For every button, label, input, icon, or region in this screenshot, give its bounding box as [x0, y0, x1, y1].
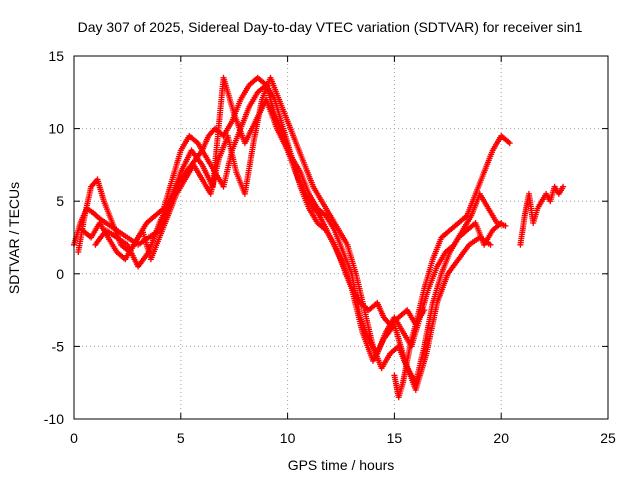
y-tick-label: 10 — [48, 121, 64, 137]
data-points — [71, 74, 567, 401]
chart-title: Day 307 of 2025, Sidereal Day-to-day VTE… — [78, 19, 583, 35]
data-point-marker — [502, 222, 509, 229]
data-point-marker — [560, 183, 567, 190]
data-point-marker — [498, 220, 505, 226]
y-tick-label: -5 — [52, 338, 65, 354]
x-tick-label: 0 — [70, 430, 78, 446]
x-axis-label: GPS time / hours — [288, 457, 395, 473]
x-tick-label: 25 — [600, 430, 616, 446]
data-point-marker — [506, 140, 513, 147]
series-track-b — [75, 82, 509, 357]
x-tick-label: 10 — [280, 430, 296, 446]
y-axis-label: SDTVAR / TECUs — [6, 182, 22, 294]
data-point-marker — [421, 307, 428, 314]
series-track-f — [517, 183, 567, 248]
series-track-e — [391, 307, 428, 401]
y-tick-label: 0 — [56, 266, 64, 282]
y-tick-label: 5 — [56, 193, 64, 209]
x-tick-label: 20 — [493, 430, 509, 446]
series-track-d — [92, 74, 494, 393]
y-tick-label: 15 — [48, 48, 64, 64]
grid-lines — [74, 56, 608, 419]
x-tick-label: 15 — [387, 430, 403, 446]
data-point-marker — [487, 241, 494, 248]
y-tick-labels: -10 -5 0 5 10 15 — [44, 48, 64, 427]
plot-frame — [73, 55, 609, 420]
x-tick-label: 5 — [177, 430, 185, 446]
x-tick-labels: 0 5 10 15 20 25 — [70, 430, 616, 446]
y-tick-label: -10 — [44, 411, 64, 427]
series-track-c — [79, 74, 505, 386]
